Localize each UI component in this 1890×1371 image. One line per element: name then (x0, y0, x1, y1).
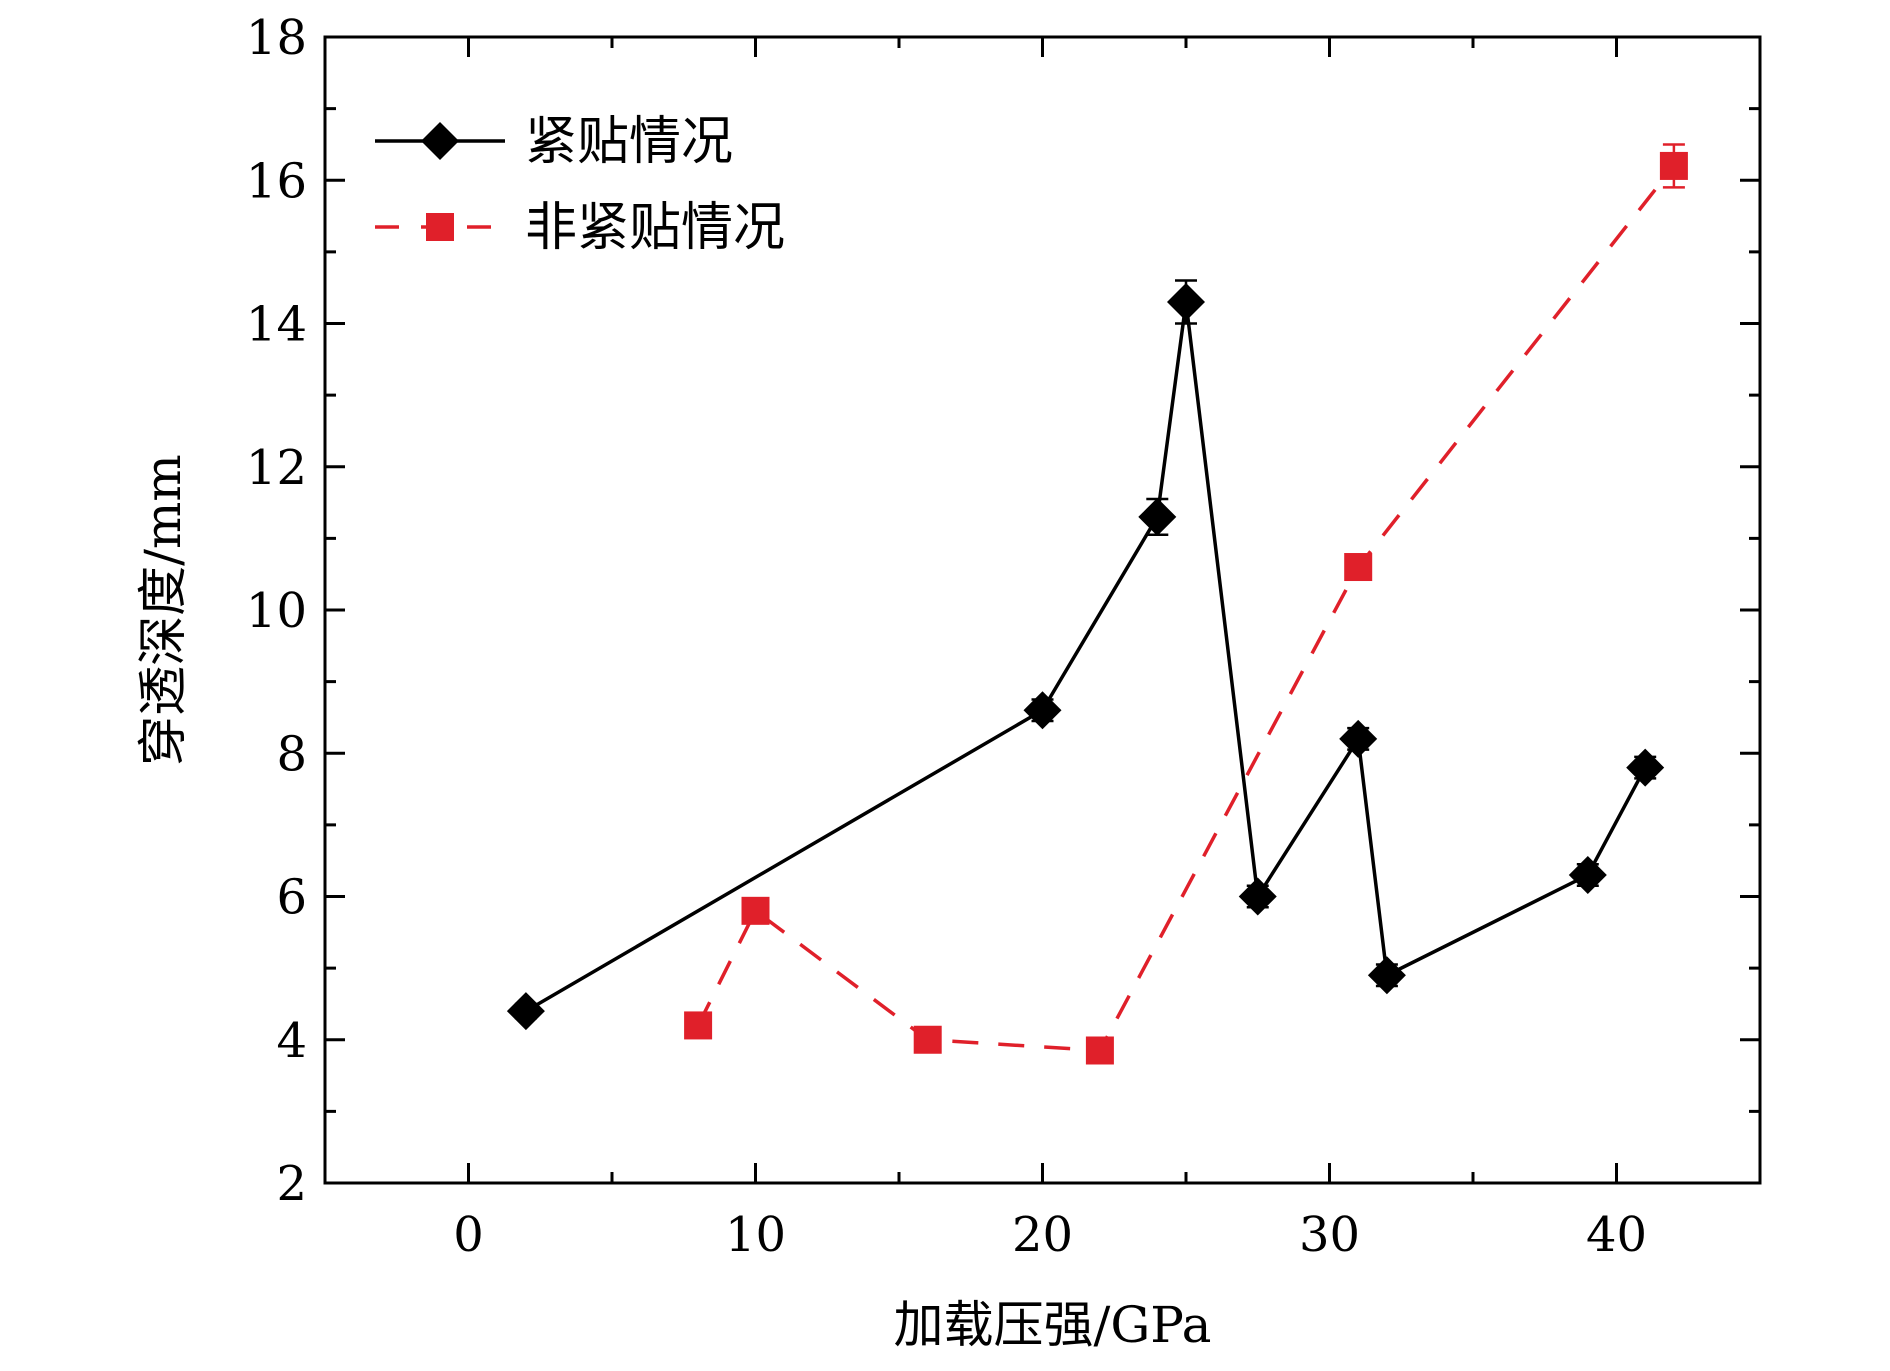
data-point (1085, 1036, 1114, 1065)
x-tick-label: 20 (1012, 1207, 1073, 1263)
data-point (1344, 553, 1373, 582)
data-point (1138, 497, 1177, 536)
y-axis-title: 穿透深度/mm (134, 454, 192, 766)
y-tick-label: 6 (276, 870, 307, 926)
y-tick-label: 10 (246, 583, 307, 639)
data-point (1626, 748, 1665, 787)
series-line (525, 301, 1647, 1013)
legend-label-tight: 紧贴情况 (525, 112, 733, 172)
plot-frame (323, 35, 1762, 1185)
data-point (1659, 151, 1688, 180)
legend-marker-tight (421, 122, 459, 160)
y-tick-label: 14 (246, 297, 307, 353)
series-layer (506, 143, 1688, 1065)
y-tick-label: 8 (276, 726, 307, 782)
y-tick-label: 16 (246, 153, 307, 209)
series-loose (684, 143, 1688, 1065)
x-tick-label: 30 (1299, 1207, 1360, 1263)
data-point (913, 1025, 942, 1054)
data-point (741, 896, 770, 925)
axis-ticks (325, 35, 1760, 1185)
data-point (506, 992, 545, 1031)
y-tick-label: 2 (276, 1156, 307, 1212)
x-tick-label: 40 (1586, 1207, 1647, 1263)
data-point (684, 1011, 713, 1040)
data-point (1023, 691, 1062, 730)
data-point (1367, 956, 1406, 995)
series-line (696, 164, 1676, 1053)
legend-marker-loose (426, 213, 454, 241)
y-tick-label: 4 (276, 1013, 307, 1069)
legend: 紧贴情况 非紧贴情况 (375, 112, 785, 258)
x-tick-label: 10 (725, 1207, 786, 1263)
legend-label-loose: 非紧贴情况 (525, 198, 785, 258)
x-tick-label: 0 (453, 1207, 484, 1263)
data-point (1238, 877, 1277, 916)
x-axis-title: 加载压强/GPa (894, 1296, 1212, 1354)
data-point (1167, 283, 1205, 322)
series-tight (506, 279, 1665, 1031)
y-tick-label: 18 (246, 10, 307, 66)
tick-labels: 0 10 20 30 40 2 4 6 8 10 12 14 16 18 (246, 10, 1647, 1263)
y-tick-label: 12 (246, 440, 307, 496)
data-point (1568, 856, 1607, 895)
data-point (1339, 719, 1378, 758)
